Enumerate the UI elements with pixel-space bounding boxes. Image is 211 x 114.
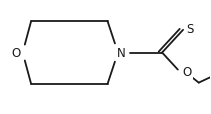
Text: O: O	[12, 47, 21, 60]
Text: S: S	[187, 22, 194, 35]
Text: O: O	[183, 66, 192, 79]
Text: N: N	[117, 47, 126, 60]
